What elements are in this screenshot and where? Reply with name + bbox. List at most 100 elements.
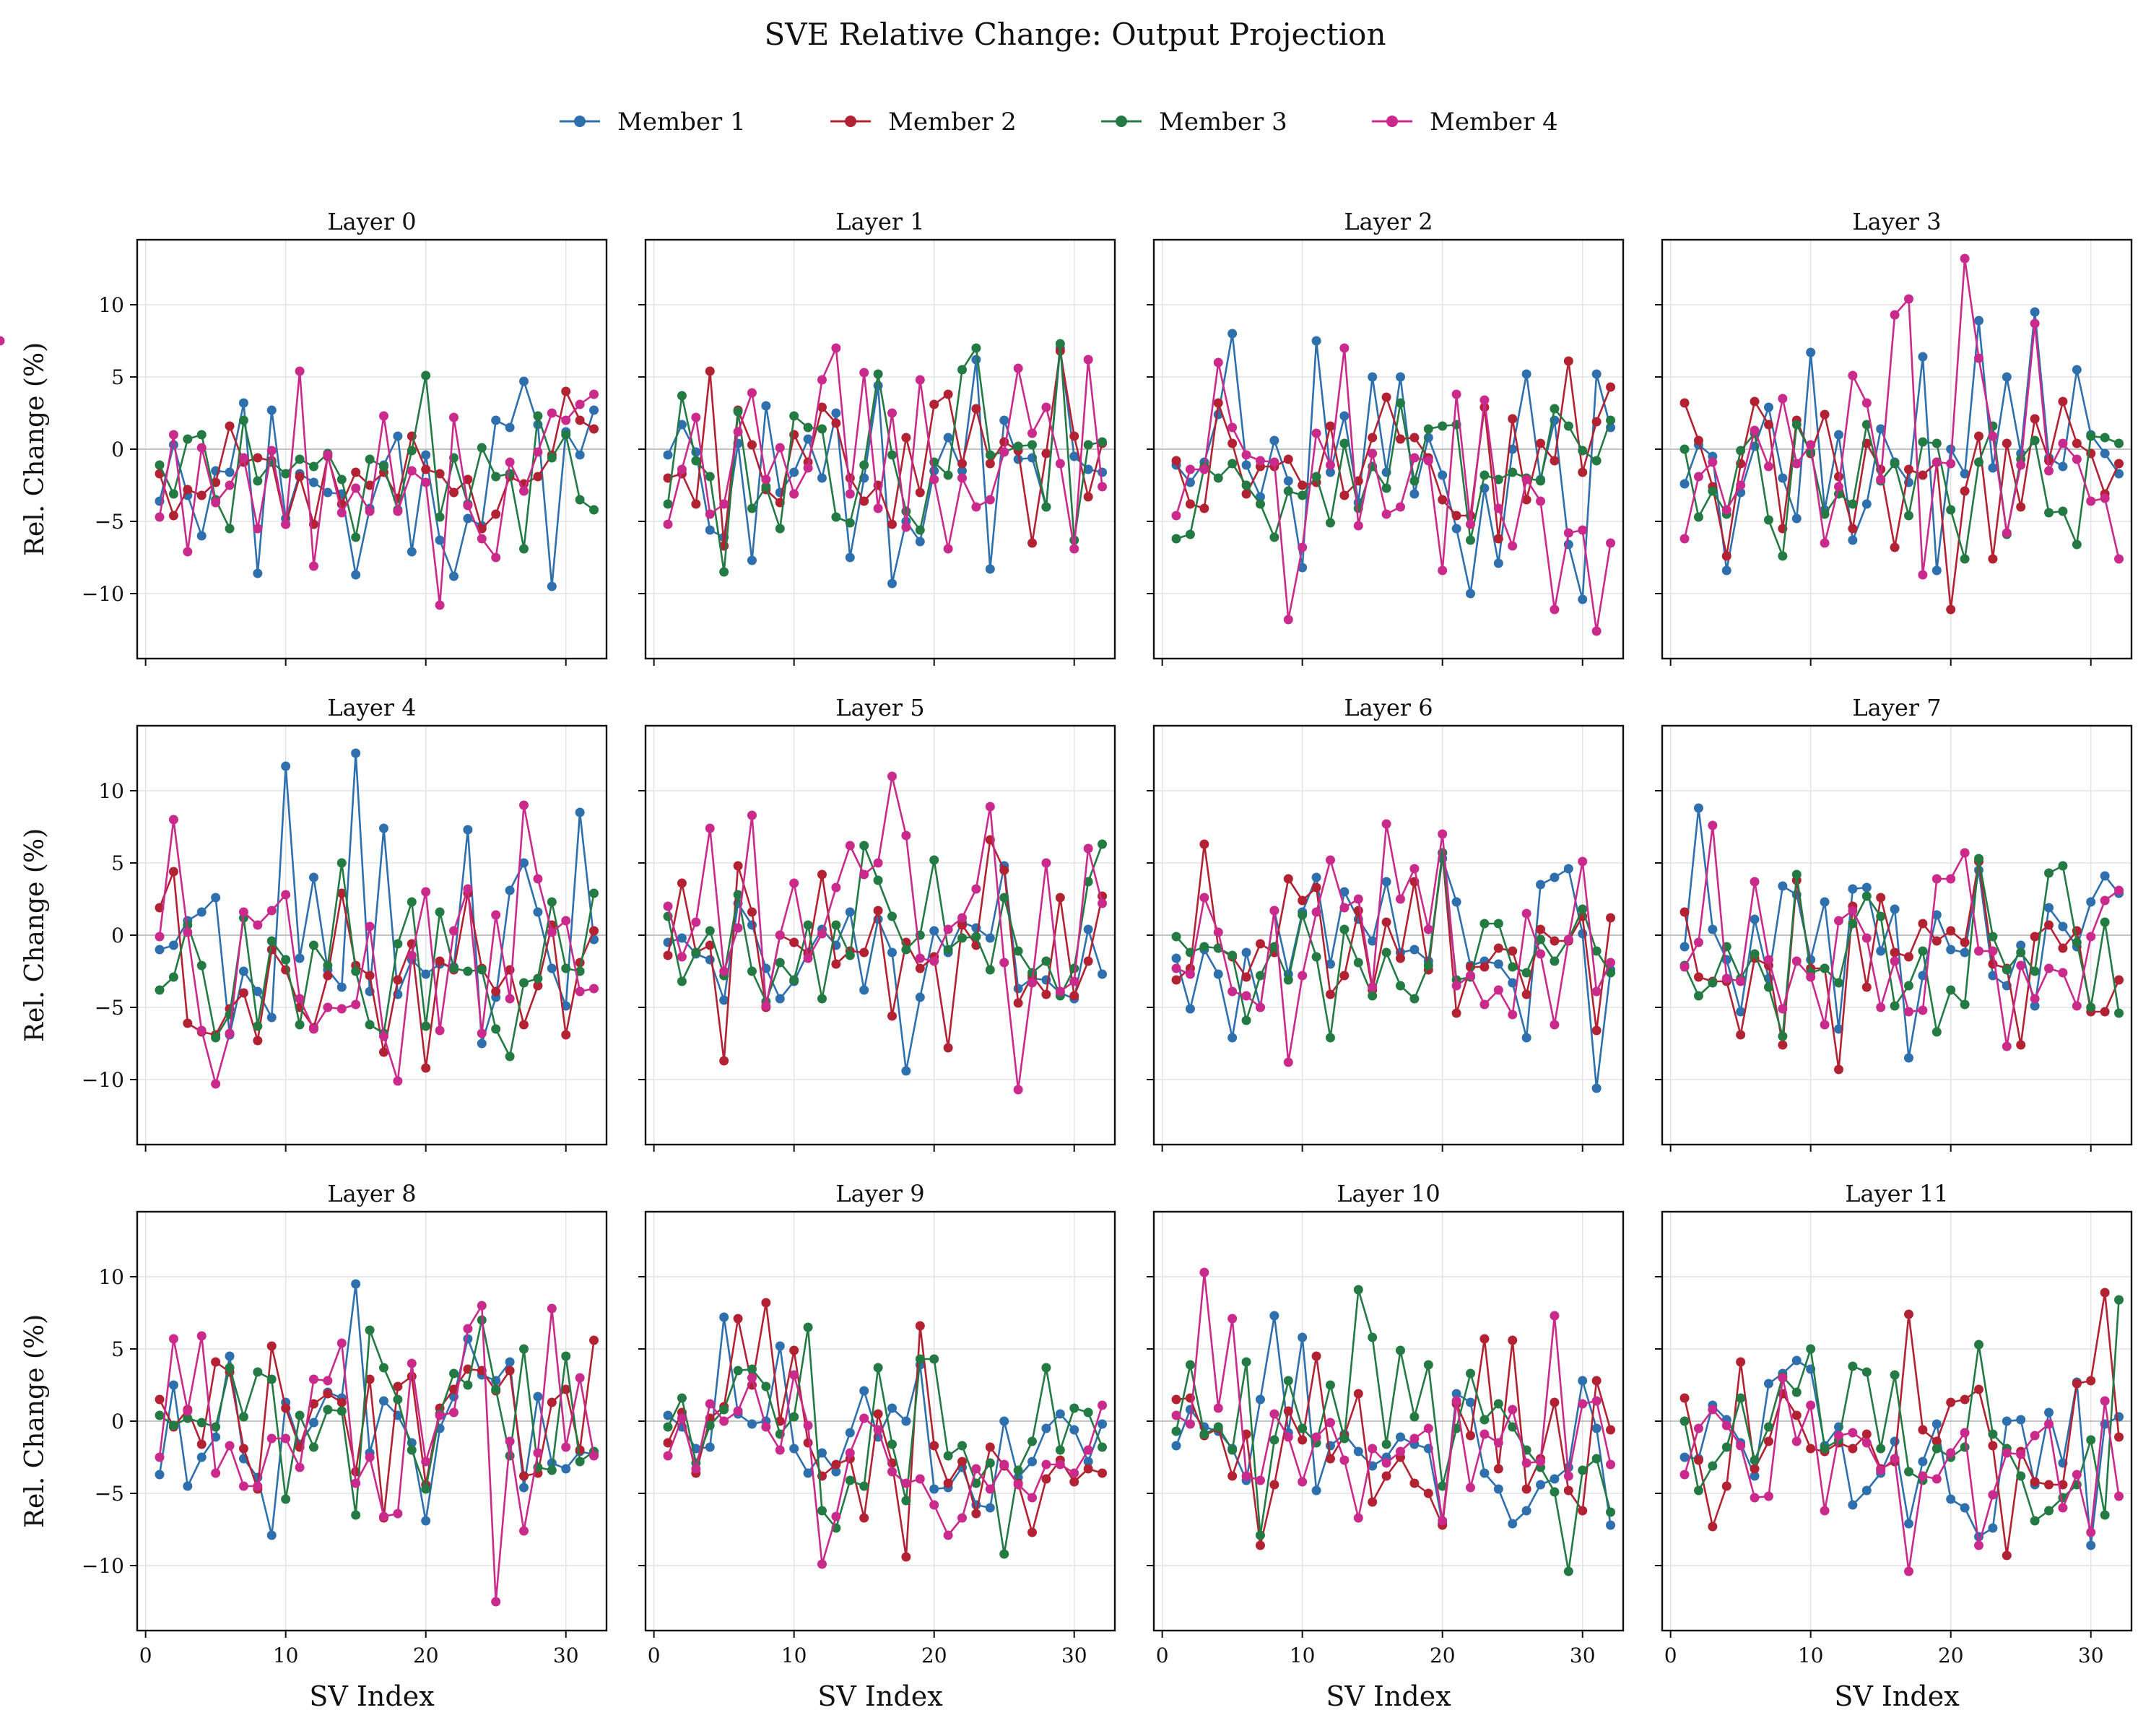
data-point bbox=[887, 1011, 897, 1021]
data-point bbox=[2044, 868, 2054, 878]
data-point bbox=[2100, 493, 2110, 503]
data-point bbox=[1269, 1311, 1279, 1321]
data-point bbox=[211, 1432, 221, 1442]
data-point bbox=[1578, 525, 1588, 535]
data-point bbox=[238, 988, 248, 998]
data-point bbox=[1083, 492, 1093, 502]
data-point bbox=[1833, 482, 1843, 492]
data-point bbox=[155, 512, 165, 522]
data-point bbox=[1298, 1435, 1308, 1445]
data-point bbox=[929, 399, 939, 409]
data-point bbox=[1423, 1360, 1433, 1370]
data-point bbox=[253, 1021, 263, 1031]
data-point bbox=[421, 464, 431, 474]
data-point bbox=[155, 460, 165, 470]
data-point bbox=[2044, 903, 2054, 913]
data-point bbox=[1368, 1497, 1378, 1507]
data-point bbox=[561, 963, 571, 973]
data-point bbox=[1213, 1403, 1223, 1413]
data-point bbox=[1693, 1423, 1703, 1433]
x-tick-label: 30 bbox=[553, 1644, 579, 1667]
data-point bbox=[1493, 1464, 1503, 1474]
data-point bbox=[1325, 1454, 1335, 1464]
y-tick-label: 0 bbox=[111, 1410, 124, 1433]
data-point bbox=[238, 453, 248, 463]
data-point bbox=[957, 459, 968, 469]
data-point bbox=[1041, 1474, 1051, 1484]
data-point bbox=[1171, 932, 1181, 942]
data-point bbox=[887, 408, 897, 418]
data-point bbox=[1069, 1425, 1079, 1435]
data-point bbox=[2114, 1008, 2124, 1018]
data-point bbox=[491, 472, 501, 482]
data-point bbox=[1508, 467, 1518, 477]
data-point bbox=[1960, 947, 1970, 958]
data-point bbox=[449, 926, 459, 936]
data-point bbox=[1298, 480, 1308, 490]
data-point bbox=[985, 965, 995, 975]
data-point bbox=[1876, 946, 1886, 956]
data-point bbox=[463, 474, 473, 485]
data-point bbox=[393, 1394, 403, 1405]
data-point bbox=[2114, 1412, 2124, 1422]
legend-label: Member 2 bbox=[888, 108, 1017, 136]
data-point bbox=[887, 1467, 897, 1477]
data-point bbox=[1466, 1483, 1476, 1493]
data-point bbox=[1708, 1522, 1718, 1532]
data-point bbox=[1806, 440, 1816, 450]
data-point bbox=[859, 947, 869, 958]
data-point bbox=[845, 841, 855, 851]
data-point bbox=[1325, 1380, 1335, 1390]
data-point bbox=[1055, 459, 1065, 469]
data-point bbox=[957, 466, 968, 476]
data-point bbox=[1606, 1520, 1616, 1530]
data-point bbox=[1508, 1519, 1518, 1529]
data-point bbox=[831, 512, 841, 522]
data-point bbox=[915, 525, 925, 535]
data-point bbox=[1946, 874, 1956, 884]
data-point bbox=[705, 926, 715, 936]
data-point bbox=[817, 375, 827, 385]
data-point bbox=[365, 480, 375, 490]
data-point bbox=[1438, 470, 1448, 480]
data-point bbox=[1806, 1444, 1816, 1454]
data-point bbox=[477, 1038, 487, 1049]
data-point bbox=[1563, 1471, 1573, 1481]
data-point bbox=[929, 1500, 939, 1510]
data-point bbox=[1325, 467, 1335, 477]
data-point bbox=[589, 505, 599, 515]
data-point bbox=[789, 411, 799, 421]
data-point bbox=[589, 389, 599, 399]
data-point bbox=[1591, 1396, 1602, 1406]
data-point bbox=[999, 893, 1009, 903]
data-point bbox=[691, 499, 701, 509]
data-point bbox=[1213, 1422, 1223, 1432]
data-point bbox=[1255, 939, 1265, 949]
data-point bbox=[519, 858, 529, 868]
data-point bbox=[1298, 910, 1308, 920]
data-point bbox=[2114, 459, 2124, 469]
legend-item: Member 4 bbox=[1372, 108, 1558, 136]
data-point bbox=[1283, 874, 1293, 884]
data-point bbox=[663, 1410, 673, 1420]
data-point bbox=[1423, 1488, 1433, 1498]
data-point bbox=[677, 878, 687, 888]
data-point bbox=[1903, 952, 1913, 962]
data-point bbox=[1750, 1471, 1760, 1481]
data-point bbox=[1536, 924, 1546, 934]
data-point bbox=[1227, 1445, 1238, 1455]
data-point bbox=[887, 578, 897, 589]
data-point bbox=[873, 1363, 883, 1373]
data-point bbox=[463, 513, 473, 524]
y-tick-label: −10 bbox=[82, 582, 124, 606]
data-point bbox=[295, 472, 305, 482]
data-point bbox=[1508, 1405, 1518, 1415]
data-point bbox=[733, 407, 743, 417]
data-point bbox=[1069, 451, 1079, 461]
data-point bbox=[491, 1024, 501, 1034]
data-point bbox=[2030, 994, 2040, 1004]
data-point bbox=[1466, 519, 1476, 529]
panel-title: Layer 4 bbox=[327, 694, 416, 721]
data-point bbox=[266, 936, 277, 946]
data-point bbox=[719, 1405, 729, 1415]
